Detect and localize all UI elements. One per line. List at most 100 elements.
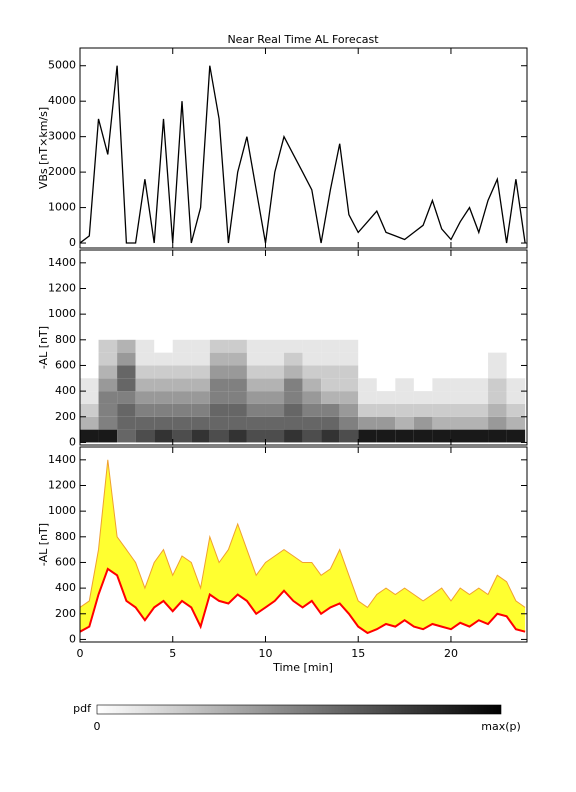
y-tick-label: 5000 xyxy=(48,59,76,72)
heatmap-cell xyxy=(172,365,192,379)
heatmap-cell xyxy=(98,429,118,443)
heatmap-cell xyxy=(358,416,377,430)
heatmap-cell xyxy=(117,365,136,379)
y-tick-label: 600 xyxy=(55,555,76,568)
y-tick-label: 800 xyxy=(55,530,76,543)
heatmap-cell xyxy=(246,403,266,417)
y-tick-label: 1400 xyxy=(48,256,76,269)
plot-area xyxy=(80,65,526,244)
y-tick-label: 400 xyxy=(55,581,76,594)
heatmap-cell xyxy=(228,416,247,430)
y-tick-label: 1200 xyxy=(48,478,76,491)
y-axis-label: VBs [nT×km/s] xyxy=(37,107,50,189)
heatmap-cell xyxy=(209,378,229,392)
y-tick-label: 1000 xyxy=(48,201,76,214)
heatmap-cell xyxy=(488,352,507,366)
heatmap-cell xyxy=(154,365,173,379)
heatmap-cell xyxy=(450,416,470,430)
heatmap-cell xyxy=(302,378,322,392)
band-edge xyxy=(80,459,526,609)
heatmap-cell xyxy=(265,352,285,366)
heatmap-cell xyxy=(265,416,285,430)
heatmap-cell xyxy=(246,378,266,392)
heatmap-cell xyxy=(450,403,470,417)
heatmap-cell xyxy=(413,429,433,443)
panel: 0 200 400 600 800 1000 1200 1400 -AL [nT] xyxy=(37,249,528,448)
heatmap-cell xyxy=(135,378,155,392)
heatmap-cell xyxy=(265,339,285,353)
heatmap-cell xyxy=(395,378,414,392)
heatmap-cell xyxy=(117,352,136,366)
heatmap-cell xyxy=(209,391,229,404)
heatmap-cell xyxy=(98,378,118,392)
heatmap-cell xyxy=(209,365,229,379)
heatmap-cell xyxy=(154,416,173,430)
heatmap-cell xyxy=(488,391,507,404)
heatmap-cell xyxy=(98,391,118,404)
frame xyxy=(79,446,528,643)
x-tick-label: 0 xyxy=(77,647,84,660)
y-tick-label: 800 xyxy=(55,333,76,346)
heatmap-cell xyxy=(191,352,210,366)
heatmap-cell xyxy=(488,416,507,430)
heatmap-cell xyxy=(284,403,303,417)
heatmap-cell xyxy=(469,391,489,404)
heatmap-cell xyxy=(321,378,340,392)
heatmap-cell xyxy=(450,378,470,392)
heatmap-cell xyxy=(98,352,118,366)
heatmap-cell xyxy=(246,339,266,353)
heatmap-cell xyxy=(321,416,340,430)
heatmap-cell xyxy=(172,403,192,417)
heatmap-cell xyxy=(154,403,173,417)
heatmap-cell xyxy=(469,378,489,392)
heatmap-cell xyxy=(246,391,266,404)
heatmap-cell xyxy=(506,403,526,417)
heatmap-cell xyxy=(284,378,303,392)
x-tick-label: 15 xyxy=(351,647,365,660)
heatmap-cell xyxy=(246,352,266,366)
heatmap-cell xyxy=(172,429,192,443)
heatmap-cell xyxy=(432,378,451,392)
heatmap-cell xyxy=(358,378,377,392)
heatmap-cell xyxy=(191,429,210,443)
heatmap-cell xyxy=(339,339,359,353)
x-tick-label: 10 xyxy=(258,647,272,660)
y-tick-label: 0 xyxy=(69,632,76,645)
y-tick-label: 200 xyxy=(55,410,76,423)
heatmap-cell xyxy=(172,352,192,366)
heatmap-cell xyxy=(339,429,359,443)
heatmap-cell xyxy=(321,429,340,443)
frame xyxy=(79,249,528,446)
heatmap-cell xyxy=(191,403,210,417)
heatmap-cell xyxy=(135,365,155,379)
heatmap-cell xyxy=(265,403,285,417)
heatmap-cell xyxy=(395,391,414,404)
heatmap-cell xyxy=(265,429,285,443)
heatmap-cell xyxy=(172,391,192,404)
heatmap-cell xyxy=(284,339,303,353)
heatmap-cell xyxy=(432,403,451,417)
heatmap-cell xyxy=(358,403,377,417)
plot-area xyxy=(80,339,526,443)
y-tick-label: 2000 xyxy=(48,165,76,178)
heatmap-cell xyxy=(98,365,118,379)
forecast-band xyxy=(80,459,526,633)
heatmap-cell xyxy=(284,365,303,379)
heatmap-cell xyxy=(265,391,285,404)
heatmap-cell xyxy=(135,429,155,443)
heatmap-cell xyxy=(284,352,303,366)
heatmap-cell xyxy=(172,416,192,430)
heatmap-cell xyxy=(321,391,340,404)
heatmap-cell xyxy=(80,403,99,417)
heatmap-cell xyxy=(154,352,173,366)
heatmap-cell xyxy=(80,391,99,404)
heatmap-cell xyxy=(488,378,507,392)
heatmap-cell xyxy=(265,378,285,392)
y-tick-label: 0 xyxy=(69,435,76,448)
heatmap-cell xyxy=(228,378,247,392)
heatmap-cell xyxy=(321,352,340,366)
heatmap-cell xyxy=(98,339,118,353)
y-tick-label: 1400 xyxy=(48,453,76,466)
heatmap-cell xyxy=(339,416,359,430)
x-axis-label: Time [min] xyxy=(272,661,333,674)
